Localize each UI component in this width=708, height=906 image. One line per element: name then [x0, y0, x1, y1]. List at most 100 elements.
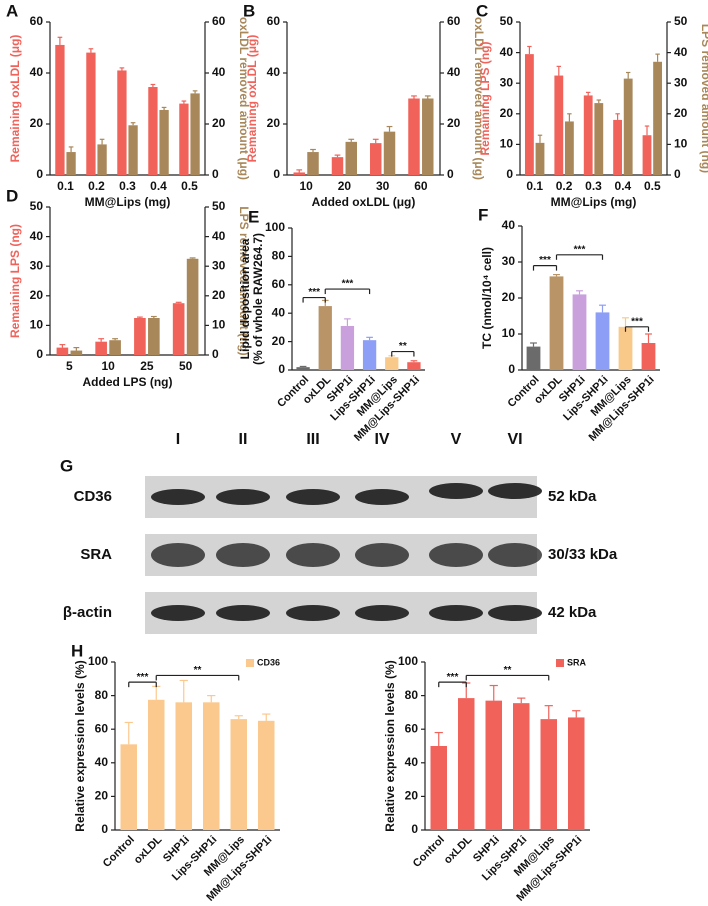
- row-label: SRA: [80, 546, 112, 563]
- y2-tick-label: 40: [674, 45, 688, 59]
- x-tick-label: 10: [101, 359, 115, 373]
- blot-band: [286, 605, 340, 621]
- error-bar: [366, 336, 373, 341]
- y2-tick-label: 20: [447, 116, 461, 130]
- y2-tick-label: 10: [212, 318, 226, 332]
- y2-tick-label: 60: [212, 14, 226, 28]
- panel-label: G: [60, 456, 73, 475]
- bar: [383, 131, 396, 175]
- bar: [540, 719, 557, 830]
- error-bar: [334, 154, 341, 158]
- significance: **: [399, 341, 407, 352]
- y2-tick-label: 40: [212, 65, 226, 79]
- bar: [296, 367, 310, 370]
- bar: [230, 719, 247, 830]
- error-bar: [572, 710, 581, 718]
- error-bar: [537, 134, 543, 143]
- bar: [535, 142, 545, 175]
- x-tick-label: 0.4: [615, 179, 632, 193]
- x-tick-label: oxLDL: [442, 834, 475, 867]
- y-tick-label: 40: [502, 218, 516, 232]
- y2-tick-label: 0: [674, 167, 681, 181]
- y-tick-label: 100: [398, 654, 418, 668]
- error-bar: [530, 342, 537, 347]
- y-tick-label: 0: [506, 167, 513, 181]
- error-bar: [625, 71, 631, 79]
- row-label: CD36: [74, 488, 112, 505]
- bar: [128, 125, 138, 175]
- x-tick-label: 60: [414, 179, 428, 193]
- bar: [385, 357, 399, 370]
- bar: [430, 746, 447, 830]
- x-tick-label: Control: [101, 834, 137, 870]
- size-label: 52 kDa: [548, 488, 597, 505]
- bar: [554, 75, 564, 175]
- legend-label: SRA: [567, 657, 587, 667]
- y-tick-label: 0: [508, 362, 515, 376]
- y-tick-label: 0: [36, 347, 43, 361]
- blot-band: [429, 543, 483, 567]
- bar: [148, 318, 160, 355]
- x-tick-label: 0.2: [88, 179, 105, 193]
- bar: [653, 61, 663, 175]
- y-tick-label: 30: [30, 258, 44, 272]
- bar: [641, 343, 656, 370]
- lane-label: VI: [507, 431, 522, 448]
- bar: [370, 143, 382, 175]
- y-tick-label: 0: [36, 167, 43, 181]
- significance: ***: [342, 279, 354, 290]
- error-bar: [556, 65, 562, 76]
- error-bar: [73, 347, 80, 351]
- row-label: β-actin: [63, 604, 112, 621]
- error-bar: [310, 148, 316, 153]
- error-bar: [136, 316, 143, 318]
- error-bar: [644, 125, 650, 136]
- x-tick-label: 0.4: [150, 179, 167, 193]
- y2-axis-label: oxLDL removed amount (μg): [237, 17, 251, 180]
- y-tick-label: 20: [30, 116, 44, 130]
- significance: ***: [447, 672, 459, 683]
- y2-tick-label: 50: [674, 14, 688, 28]
- lane-label: I: [176, 431, 180, 448]
- bar: [318, 306, 332, 370]
- x-tick-label: 0.3: [119, 179, 136, 193]
- y2-tick-label: 20: [674, 106, 688, 120]
- y-axis-label: (% of whole RAW264.7): [251, 233, 265, 365]
- blot-band: [151, 543, 205, 567]
- y2-tick-label: 10: [674, 137, 688, 151]
- y-tick-label: 40: [30, 65, 44, 79]
- y-axis-label: Relative expression levels (%): [73, 660, 87, 831]
- y-tick-label: 60: [30, 14, 44, 28]
- y-tick-label: 40: [30, 229, 44, 243]
- error-bar: [348, 138, 355, 142]
- x-tick-label: 20: [338, 179, 352, 193]
- x-axis-label: MM@Lips (mg): [85, 195, 171, 209]
- bar: [109, 340, 121, 355]
- y-tick-label: 80: [95, 688, 109, 702]
- x-tick-label: 25: [140, 359, 154, 373]
- bar: [159, 109, 169, 175]
- error-bar: [622, 317, 629, 327]
- bar: [524, 54, 534, 175]
- bar: [186, 258, 199, 355]
- y-tick-label: 0: [273, 167, 280, 181]
- error-bar: [59, 344, 66, 348]
- significance: ***: [137, 672, 149, 683]
- y-axis-label: Remaining LPS (ng): [478, 41, 492, 155]
- legend-swatch: [246, 659, 254, 667]
- lane-label: V: [451, 431, 462, 448]
- bar: [642, 135, 652, 175]
- x-tick-label: oxLDL: [132, 834, 165, 867]
- bar: [572, 294, 587, 370]
- y-tick-label: 20: [502, 290, 516, 304]
- error-bar: [181, 100, 187, 104]
- blot-band: [216, 543, 270, 567]
- bar: [179, 103, 189, 175]
- y-axis-label: Remaining oxLDL (μg): [245, 35, 259, 163]
- error-bar: [586, 91, 591, 96]
- y-tick-label: 10: [502, 326, 516, 340]
- bar: [134, 318, 146, 355]
- error-bar: [119, 67, 125, 71]
- bar: [568, 717, 585, 830]
